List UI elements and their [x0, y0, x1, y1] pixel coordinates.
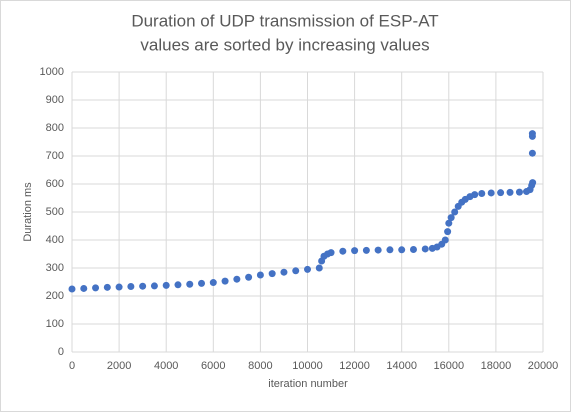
- y-tick-label: 0: [58, 346, 64, 358]
- chart-subtitle: values are sorted by increasing values: [140, 35, 429, 54]
- y-tick-label: 600: [46, 178, 64, 190]
- data-point: [374, 246, 382, 254]
- x-tick-label: 20000: [528, 360, 559, 372]
- data-point: [92, 284, 100, 292]
- data-point: [529, 179, 537, 187]
- data-point: [421, 245, 429, 253]
- x-tick-label: 6000: [201, 360, 225, 372]
- data-point: [245, 273, 253, 281]
- data-point: [198, 279, 206, 287]
- y-tick-label: 400: [46, 234, 64, 246]
- data-point: [441, 236, 449, 244]
- x-tick-label: 14000: [386, 360, 417, 372]
- data-point: [221, 277, 229, 285]
- y-tick-label: 800: [46, 122, 64, 134]
- x-tick-label: 16000: [434, 360, 465, 372]
- data-point: [528, 149, 536, 157]
- x-tick-label: 10000: [292, 360, 323, 372]
- data-point: [186, 280, 194, 288]
- data-point: [268, 270, 276, 278]
- data-point: [292, 267, 300, 275]
- x-tick-label: 4000: [154, 360, 178, 372]
- data-point: [209, 279, 217, 287]
- data-point: [471, 191, 479, 199]
- data-point: [447, 214, 455, 222]
- data-point: [515, 188, 523, 196]
- x-tick-label: 2000: [107, 360, 131, 372]
- x-tick-label: 18000: [481, 360, 512, 372]
- data-point: [174, 281, 182, 289]
- chart-title: Duration of UDP transmission of ESP-AT: [131, 11, 438, 30]
- data-point: [506, 188, 514, 196]
- data-point: [528, 130, 536, 138]
- data-point: [327, 249, 335, 257]
- data-point: [280, 268, 288, 276]
- data-point: [315, 264, 323, 272]
- y-tick-label: 100: [46, 318, 64, 330]
- data-point: [127, 282, 135, 290]
- data-point: [139, 282, 147, 290]
- data-point: [351, 247, 359, 255]
- y-tick-label: 1000: [40, 66, 64, 78]
- x-axis-label: iteration number: [268, 378, 348, 390]
- x-tick-label: 8000: [248, 360, 272, 372]
- data-point: [304, 265, 311, 273]
- data-point: [497, 189, 505, 197]
- x-tick-label: 0: [69, 360, 75, 372]
- data-point: [80, 284, 88, 292]
- data-point: [233, 275, 241, 283]
- data-point: [444, 228, 452, 236]
- y-tick-label: 700: [46, 150, 64, 162]
- data-point: [68, 285, 76, 293]
- x-tick-label: 12000: [339, 360, 370, 372]
- data-point: [409, 246, 417, 254]
- data-point: [445, 219, 453, 227]
- data-point: [150, 282, 158, 290]
- data-point: [256, 271, 264, 279]
- data-point: [362, 246, 370, 254]
- y-tick-label: 300: [46, 262, 64, 274]
- data-point: [162, 281, 170, 289]
- y-tick-label: 900: [46, 94, 64, 106]
- data-point: [398, 246, 406, 254]
- data-point: [339, 247, 347, 255]
- data-point: [115, 283, 123, 291]
- data-point: [103, 283, 111, 291]
- y-tick-label: 200: [46, 290, 64, 302]
- data-point: [451, 208, 459, 216]
- y-tick-label: 500: [46, 206, 64, 218]
- data-point: [386, 246, 394, 254]
- data-point: [487, 189, 495, 197]
- data-point: [478, 190, 486, 198]
- y-axis-label: Duration ms: [22, 182, 34, 242]
